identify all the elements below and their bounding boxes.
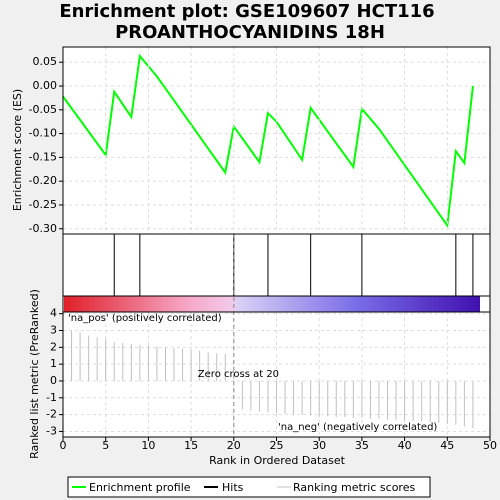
enrichment-line <box>62 53 474 229</box>
x-tick-label: 10 <box>141 439 155 452</box>
x-tick-label: 25 <box>270 439 284 452</box>
chart-title: Enrichment plot: GSE109607 HCT116 <box>59 1 434 22</box>
y-tick-label: -0.10 <box>29 127 57 140</box>
chart-subtitle: PROANTHOCYANIDINS 18H <box>115 22 385 43</box>
y-tick-label: 4 <box>50 307 57 320</box>
y-tick-label: -0.20 <box>29 174 57 187</box>
annotation: 'na_pos' (positively correlated) <box>68 313 222 324</box>
x-tick-label: 40 <box>398 439 412 452</box>
x-tick-label: 20 <box>227 439 241 452</box>
x-tick-label: 35 <box>355 439 369 452</box>
legend-label: Enrichment profile <box>89 481 191 494</box>
y-tick-label: 1 <box>50 357 57 370</box>
y-tick-label: -3 <box>46 424 57 437</box>
color-bar <box>64 296 480 312</box>
x-tick-label: 15 <box>184 439 198 452</box>
y-tick-label: 3 <box>50 324 57 337</box>
legend-label: Ranking metric scores <box>293 481 415 494</box>
x-tick-label: 5 <box>102 439 109 452</box>
y-tick-label: -0.30 <box>29 222 57 235</box>
x-tick-label: 30 <box>312 439 326 452</box>
x-tick-label: 50 <box>483 439 497 452</box>
annotation: 'na_neg' (negatively correlated) <box>278 422 437 433</box>
legend <box>67 476 431 498</box>
legend-label: Hits <box>222 481 244 494</box>
y-tick-label: 2 <box>50 340 57 353</box>
y-tick-label: -0.05 <box>29 103 57 116</box>
y-tick-label: -1 <box>46 391 57 404</box>
x-axis-label: Rank in Ordered Dataset <box>209 454 346 467</box>
plot-frame <box>62 46 491 438</box>
y-tick-label: -2 <box>46 408 57 421</box>
annotation: Zero cross at 20 <box>198 369 279 380</box>
y-tick-label: -0.15 <box>29 150 57 163</box>
y-axis-label: Ranked list metric (PreRanked) <box>28 289 41 459</box>
y-tick-label: 0.05 <box>33 55 58 68</box>
y-tick-label: 0 <box>50 374 57 387</box>
y-tick-label: 0.00 <box>33 79 58 92</box>
x-tick-label: 45 <box>440 439 454 452</box>
x-tick-label: 0 <box>60 439 67 452</box>
y-tick-label: -0.25 <box>29 198 57 211</box>
y-axis-label: Enrichment score (ES) <box>11 89 24 211</box>
